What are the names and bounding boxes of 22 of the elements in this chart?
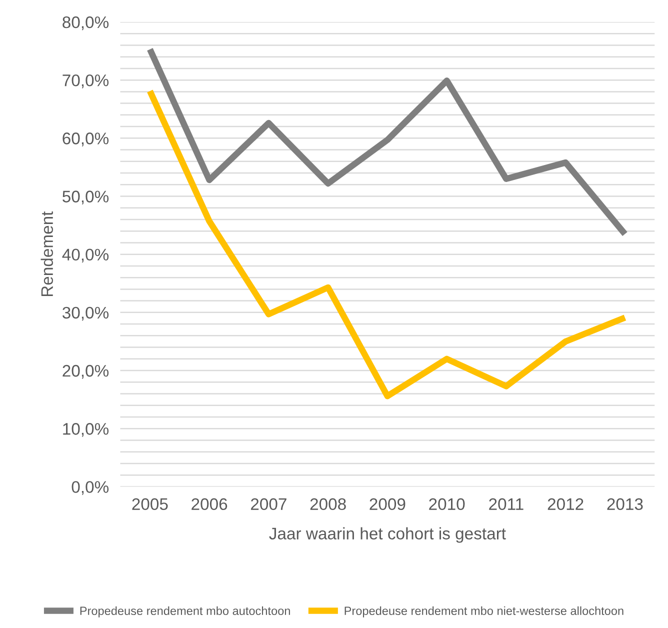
x-tick-label: 2007	[250, 498, 286, 510]
y-tick-label: 80,0%	[62, 16, 109, 30]
y-tick-label: 60,0%	[62, 132, 109, 146]
legend-label: Propedeuse rendement mbo niet-westerse allochtoon	[344, 606, 624, 618]
y-tick-label: 70,0%	[62, 74, 109, 88]
y-axis-title: Rendement	[40, 211, 54, 296]
x-tick-label: 2010	[429, 498, 465, 510]
x-tick-label: 2006	[192, 498, 228, 510]
y-tick-label: 0,0%	[72, 481, 109, 495]
x-tick-label: 2009	[370, 498, 406, 510]
y-tick-label: 50,0%	[62, 190, 109, 204]
x-tick-label: 2013	[607, 498, 643, 510]
x-tick-label: 2005	[132, 498, 168, 510]
y-tick-label: 20,0%	[62, 364, 109, 379]
x-tick-label: 2011	[489, 498, 524, 510]
legend-label: Propedeuse rendement mbo autochtoon	[80, 606, 290, 618]
x-axis-title: Jaar waarin het cohort is gestart	[269, 527, 506, 543]
x-tick-label: 2012	[548, 498, 584, 510]
y-tick-label: 40,0%	[62, 248, 109, 263]
x-tick-label: 2008	[310, 498, 346, 510]
y-tick-label: 30,0%	[62, 306, 109, 321]
y-tick-label: 10,0%	[63, 423, 109, 437]
